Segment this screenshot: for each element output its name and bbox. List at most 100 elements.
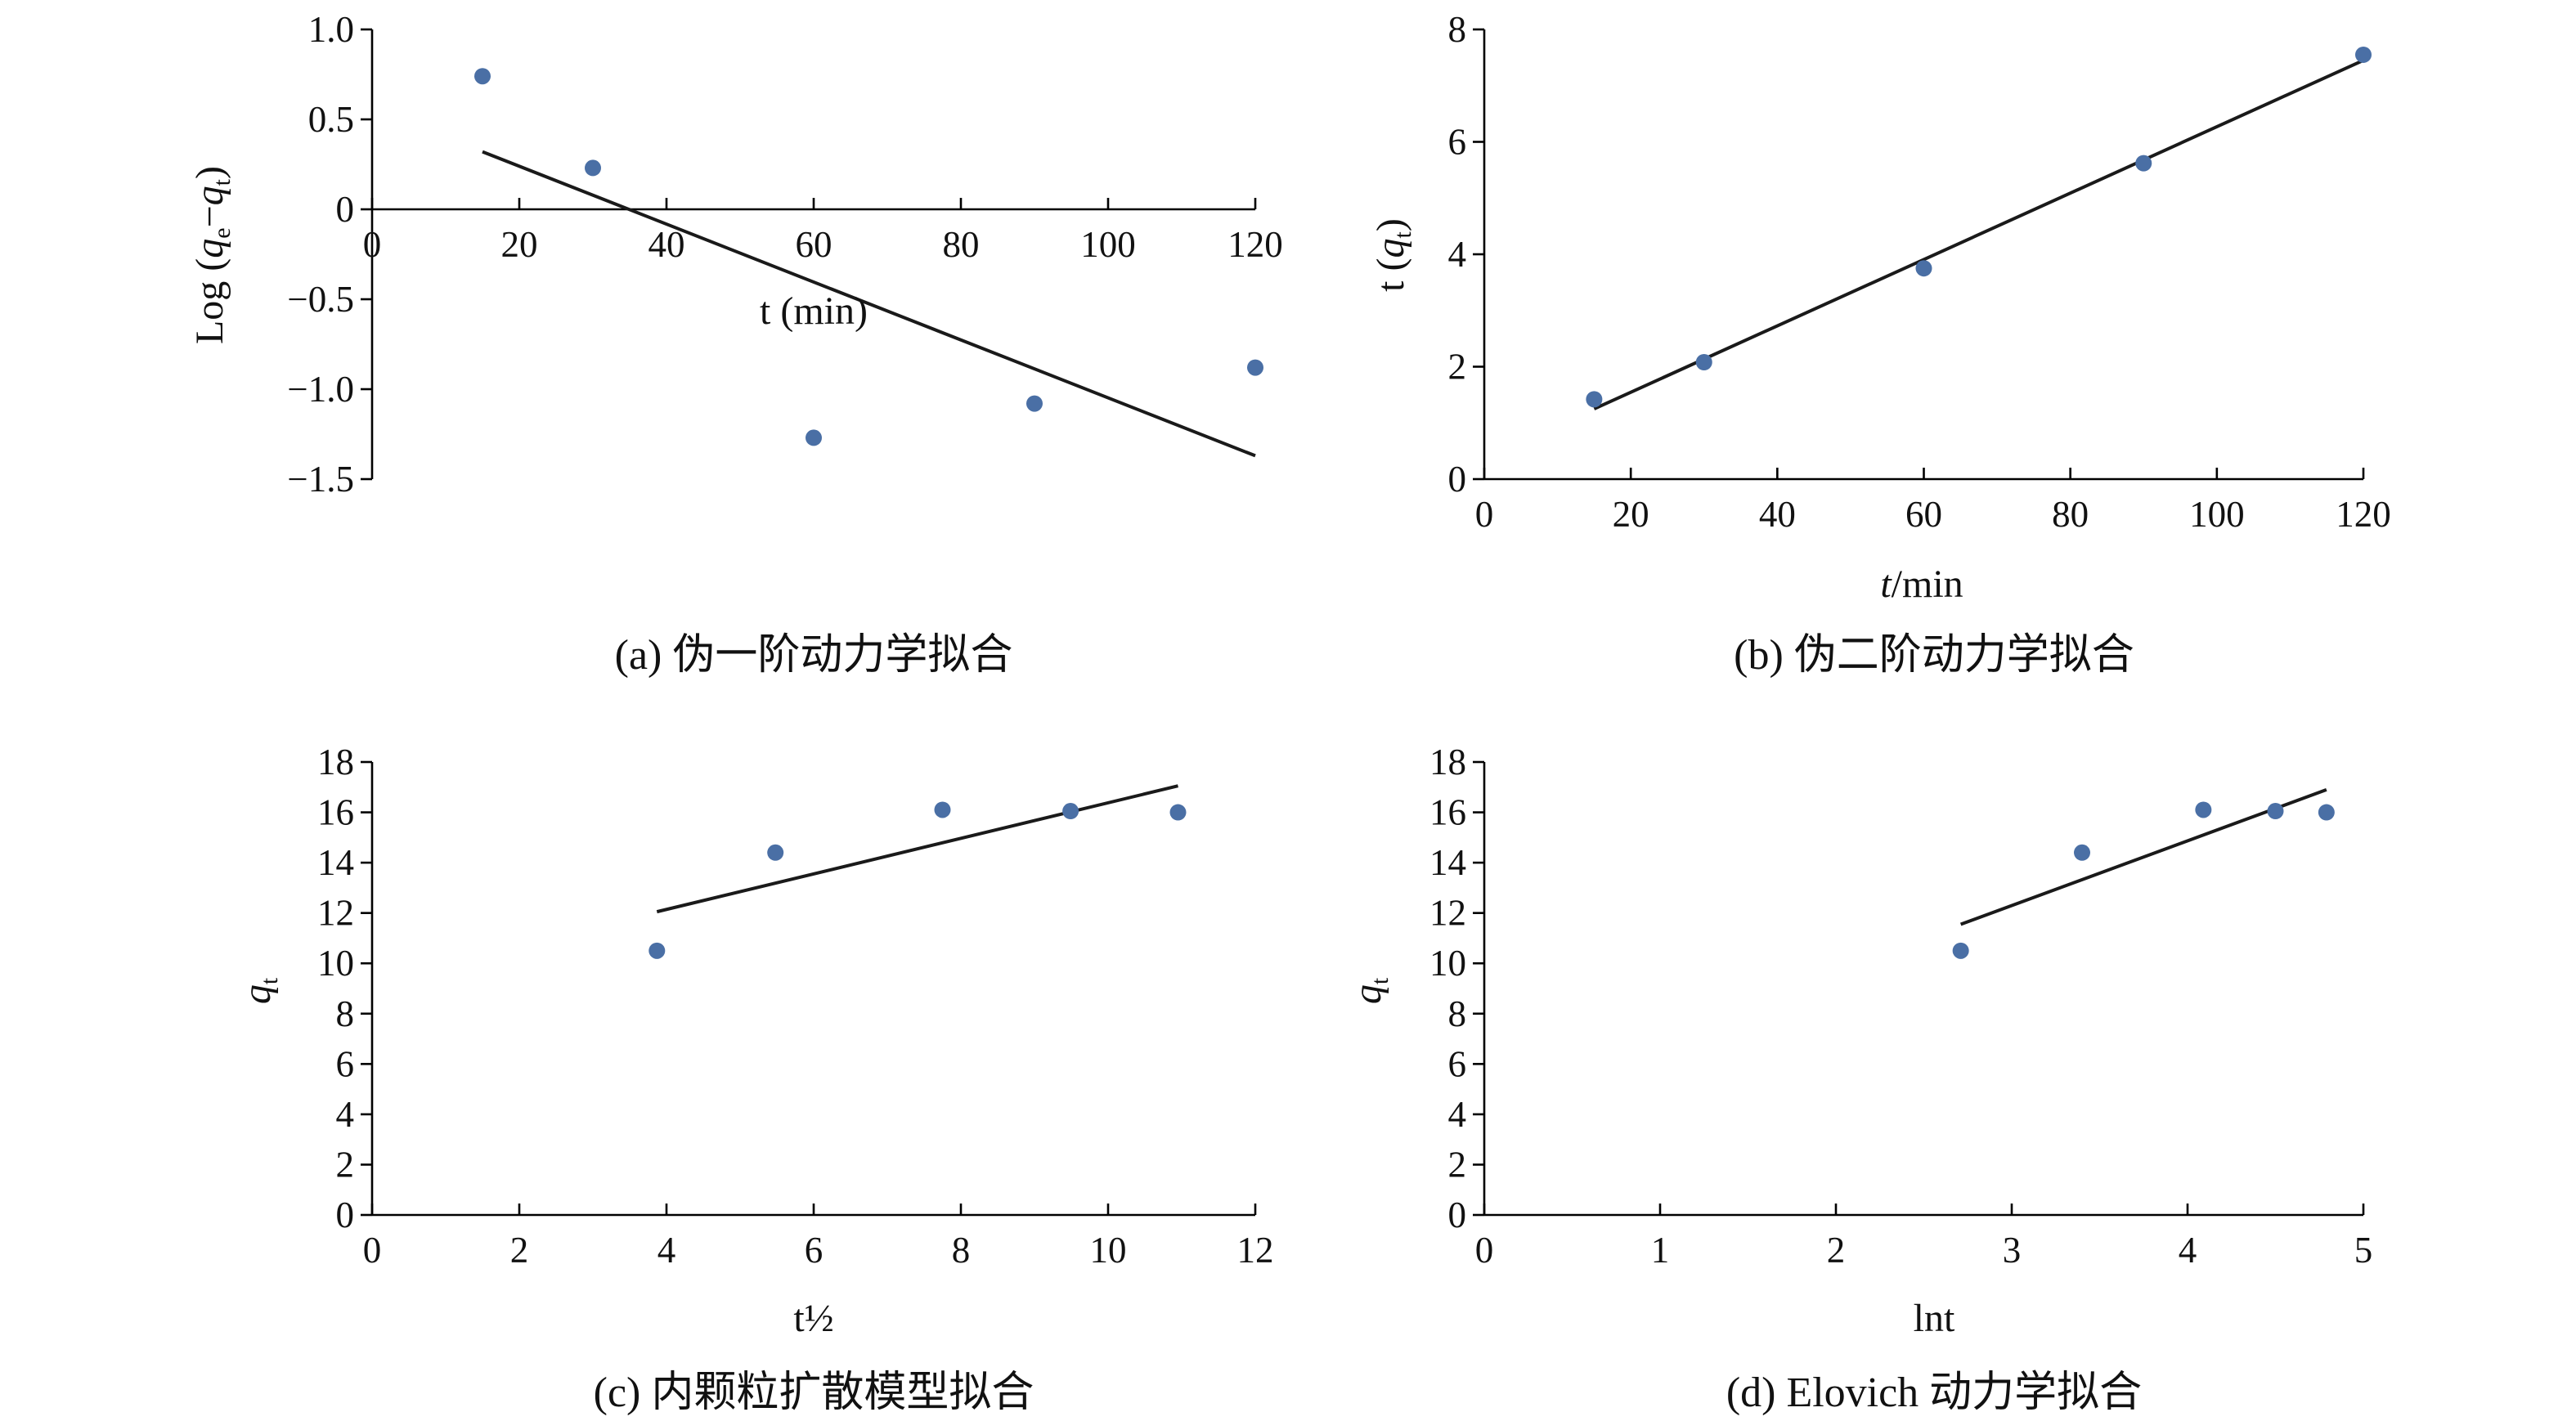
- panel-b-x-tick-label: 0: [1475, 494, 1494, 535]
- panel-d-data-point: [2318, 804, 2335, 821]
- panel-a-x-tick-label: 120: [1227, 224, 1283, 265]
- panel-d-data-point: [1952, 942, 1969, 959]
- panel-b-x-tick-label: 100: [2189, 494, 2245, 535]
- panel-b-y-label: t (qt): [1369, 218, 1416, 292]
- panel-d-y-tick-label: 14: [1429, 842, 1466, 883]
- panel-d-y-tick-label: 6: [1448, 1043, 1467, 1084]
- panel-c-x-tick-label: 8: [952, 1230, 971, 1271]
- panel-b-data-point: [1915, 260, 1932, 277]
- panel-b-y-tick-label: 0: [1448, 459, 1467, 500]
- panel-d-marks: [1952, 787, 2335, 959]
- panel-c-x-tick-label: 6: [805, 1230, 824, 1271]
- panel-d-data-point: [2074, 844, 2090, 861]
- panel-c-y-label: qt: [236, 977, 283, 1004]
- panel-a-y-tick-label: 1.0: [308, 9, 354, 50]
- panel-b-x-tick-label: 120: [2336, 494, 2391, 535]
- panel-c-y-tick-label: 4: [336, 1094, 355, 1135]
- panel-d-y-tick-label: 10: [1429, 943, 1466, 984]
- panel-b-y-tick-label: 6: [1448, 122, 1467, 163]
- panel-b-y-tick-label: 8: [1448, 9, 1467, 50]
- panel-d-y-tick-label: 18: [1429, 742, 1466, 782]
- panel-d-x-tick-label: 0: [1475, 1230, 1494, 1271]
- panel-a-x-tick-label: 20: [501, 224, 538, 265]
- panel-a-y-tick-label: −1.5: [287, 459, 354, 500]
- panel-c-x-tick-label: 0: [363, 1230, 382, 1271]
- panel-c-x-tick-label: 4: [657, 1230, 676, 1271]
- panel-c-x-tick-label: 12: [1237, 1230, 1274, 1271]
- panel-a-y-tick-label: 0: [336, 189, 355, 230]
- panel-b-caption: (b) 伪二阶动力学拟合: [1734, 632, 2134, 679]
- panel-d-fit-line: [1959, 787, 2327, 926]
- panel-a-y-tick-label: 0.5: [308, 99, 354, 140]
- panel-c-y-tick-label: 10: [317, 943, 354, 984]
- panel-a-x-tick-label: 100: [1080, 224, 1136, 265]
- panel-c-data-point: [1062, 803, 1079, 820]
- panel-a-y-label: Log (qe−qt): [188, 166, 236, 344]
- panel-a-fit-line: [482, 150, 1256, 458]
- panel-a-marks: [474, 68, 1263, 458]
- panel-a-x-tick-label: 40: [648, 224, 685, 265]
- panel-b-x-tick-label: 60: [1905, 494, 1942, 535]
- panel-d-x-tick-label: 2: [1827, 1230, 1846, 1271]
- panel-b-data-point: [1586, 391, 1603, 408]
- panel-a-data-point: [1026, 395, 1043, 412]
- panel-b-x-tick-label: 20: [1613, 494, 1649, 535]
- panel-c-marks: [648, 784, 1187, 959]
- panel-a-x-label: t (min): [760, 289, 868, 333]
- panel-c-y-tick-label: 2: [336, 1144, 355, 1185]
- panel-b-y-tick-label: 2: [1448, 347, 1467, 388]
- panel-c-y-tick-label: 18: [317, 742, 354, 782]
- panel-d-x-tick-label: 3: [2003, 1230, 2022, 1271]
- panel-c-y-tick-label: 0: [336, 1195, 355, 1235]
- panel-c-caption: (c) 内颗粒扩散模型拟合: [594, 1369, 1034, 1416]
- panel-b-x-tick-label: 80: [2052, 494, 2089, 535]
- panel-d-y-tick-label: 2: [1448, 1144, 1467, 1185]
- panel-d-y-tick-label: 8: [1448, 993, 1467, 1034]
- panel-c-data-point: [1169, 804, 1187, 821]
- panel-c-x-tick-label: 2: [510, 1230, 529, 1271]
- panel-a-data-point: [474, 68, 491, 85]
- panel-c-y-tick-label: 12: [317, 893, 354, 934]
- panel-c-ticks: 0 2 4 6 8 10 12 14 16 18 0 2 4 6 8 10 12: [317, 742, 1274, 1271]
- panel-a-data-point: [585, 159, 601, 177]
- panel-d-caption: (d) Elovich 动力学拟合: [1726, 1369, 2142, 1416]
- panel-c-y-tick-label: 6: [336, 1043, 355, 1084]
- panel-a-ticks: 1.00.50−0.5−1.0−1.50 20 40 60 80 100 120: [287, 9, 1282, 500]
- panel-d-y-tick-label: 12: [1429, 893, 1466, 934]
- panel-c-y-tick-label: 16: [317, 792, 354, 833]
- panel-d-x-tick-label: 4: [2179, 1230, 2197, 1271]
- panel-d-x-label: lnt: [1914, 1297, 1955, 1340]
- panel-b-y-tick-label: 4: [1448, 234, 1467, 275]
- panel-b-marks: [1586, 46, 2372, 410]
- panel-d-data-point: [2267, 803, 2284, 820]
- panel-d-data-point: [2195, 801, 2212, 818]
- panel-d-y-tick-label: 16: [1429, 792, 1466, 833]
- panel-c-data-point: [648, 942, 666, 959]
- panel-b-data-point: [1695, 354, 1712, 370]
- panel-c-x-tick-label: 10: [1090, 1230, 1127, 1271]
- panel-c-x-label: t½: [793, 1297, 833, 1340]
- panel-a-x-tick-label: 0: [363, 224, 382, 265]
- panel-a-pseudo-first-order: 1.00.50−0.5−1.0−1.50 20 40 60 80 100 120 Log (…: [188, 9, 1283, 679]
- panel-d-y-tick-label: 0: [1448, 1195, 1467, 1235]
- panel-d-y-label: qt: [1346, 977, 1393, 1004]
- panel-d-y-tick-label: 4: [1448, 1094, 1467, 1135]
- panel-b-data-point: [2355, 46, 2372, 63]
- panel-c-y-tick-label: 8: [336, 993, 355, 1034]
- panel-c-data-point: [934, 801, 951, 818]
- panel-c-data-point: [767, 844, 784, 861]
- panel-a-x-tick-label: 60: [796, 224, 832, 265]
- panel-b-fit-line: [1593, 58, 2364, 410]
- panel-a-y-tick-label: −1.0: [287, 369, 354, 410]
- panel-c-intraparticle-diffusion: 0 2 4 6 8 10 12 14 16 18 0 2 4 6 8 10 12 qt t½ (c) 内颗粒扩散…: [236, 742, 1274, 1416]
- panel-b-x-tick-label: 40: [1759, 494, 1796, 535]
- panel-a-x-tick-label: 80: [943, 224, 980, 265]
- panel-a-caption: (a) 伪一阶动力学拟合: [615, 632, 1013, 679]
- panel-a-data-point: [806, 429, 822, 446]
- panel-d-x-tick-label: 1: [1651, 1230, 1670, 1271]
